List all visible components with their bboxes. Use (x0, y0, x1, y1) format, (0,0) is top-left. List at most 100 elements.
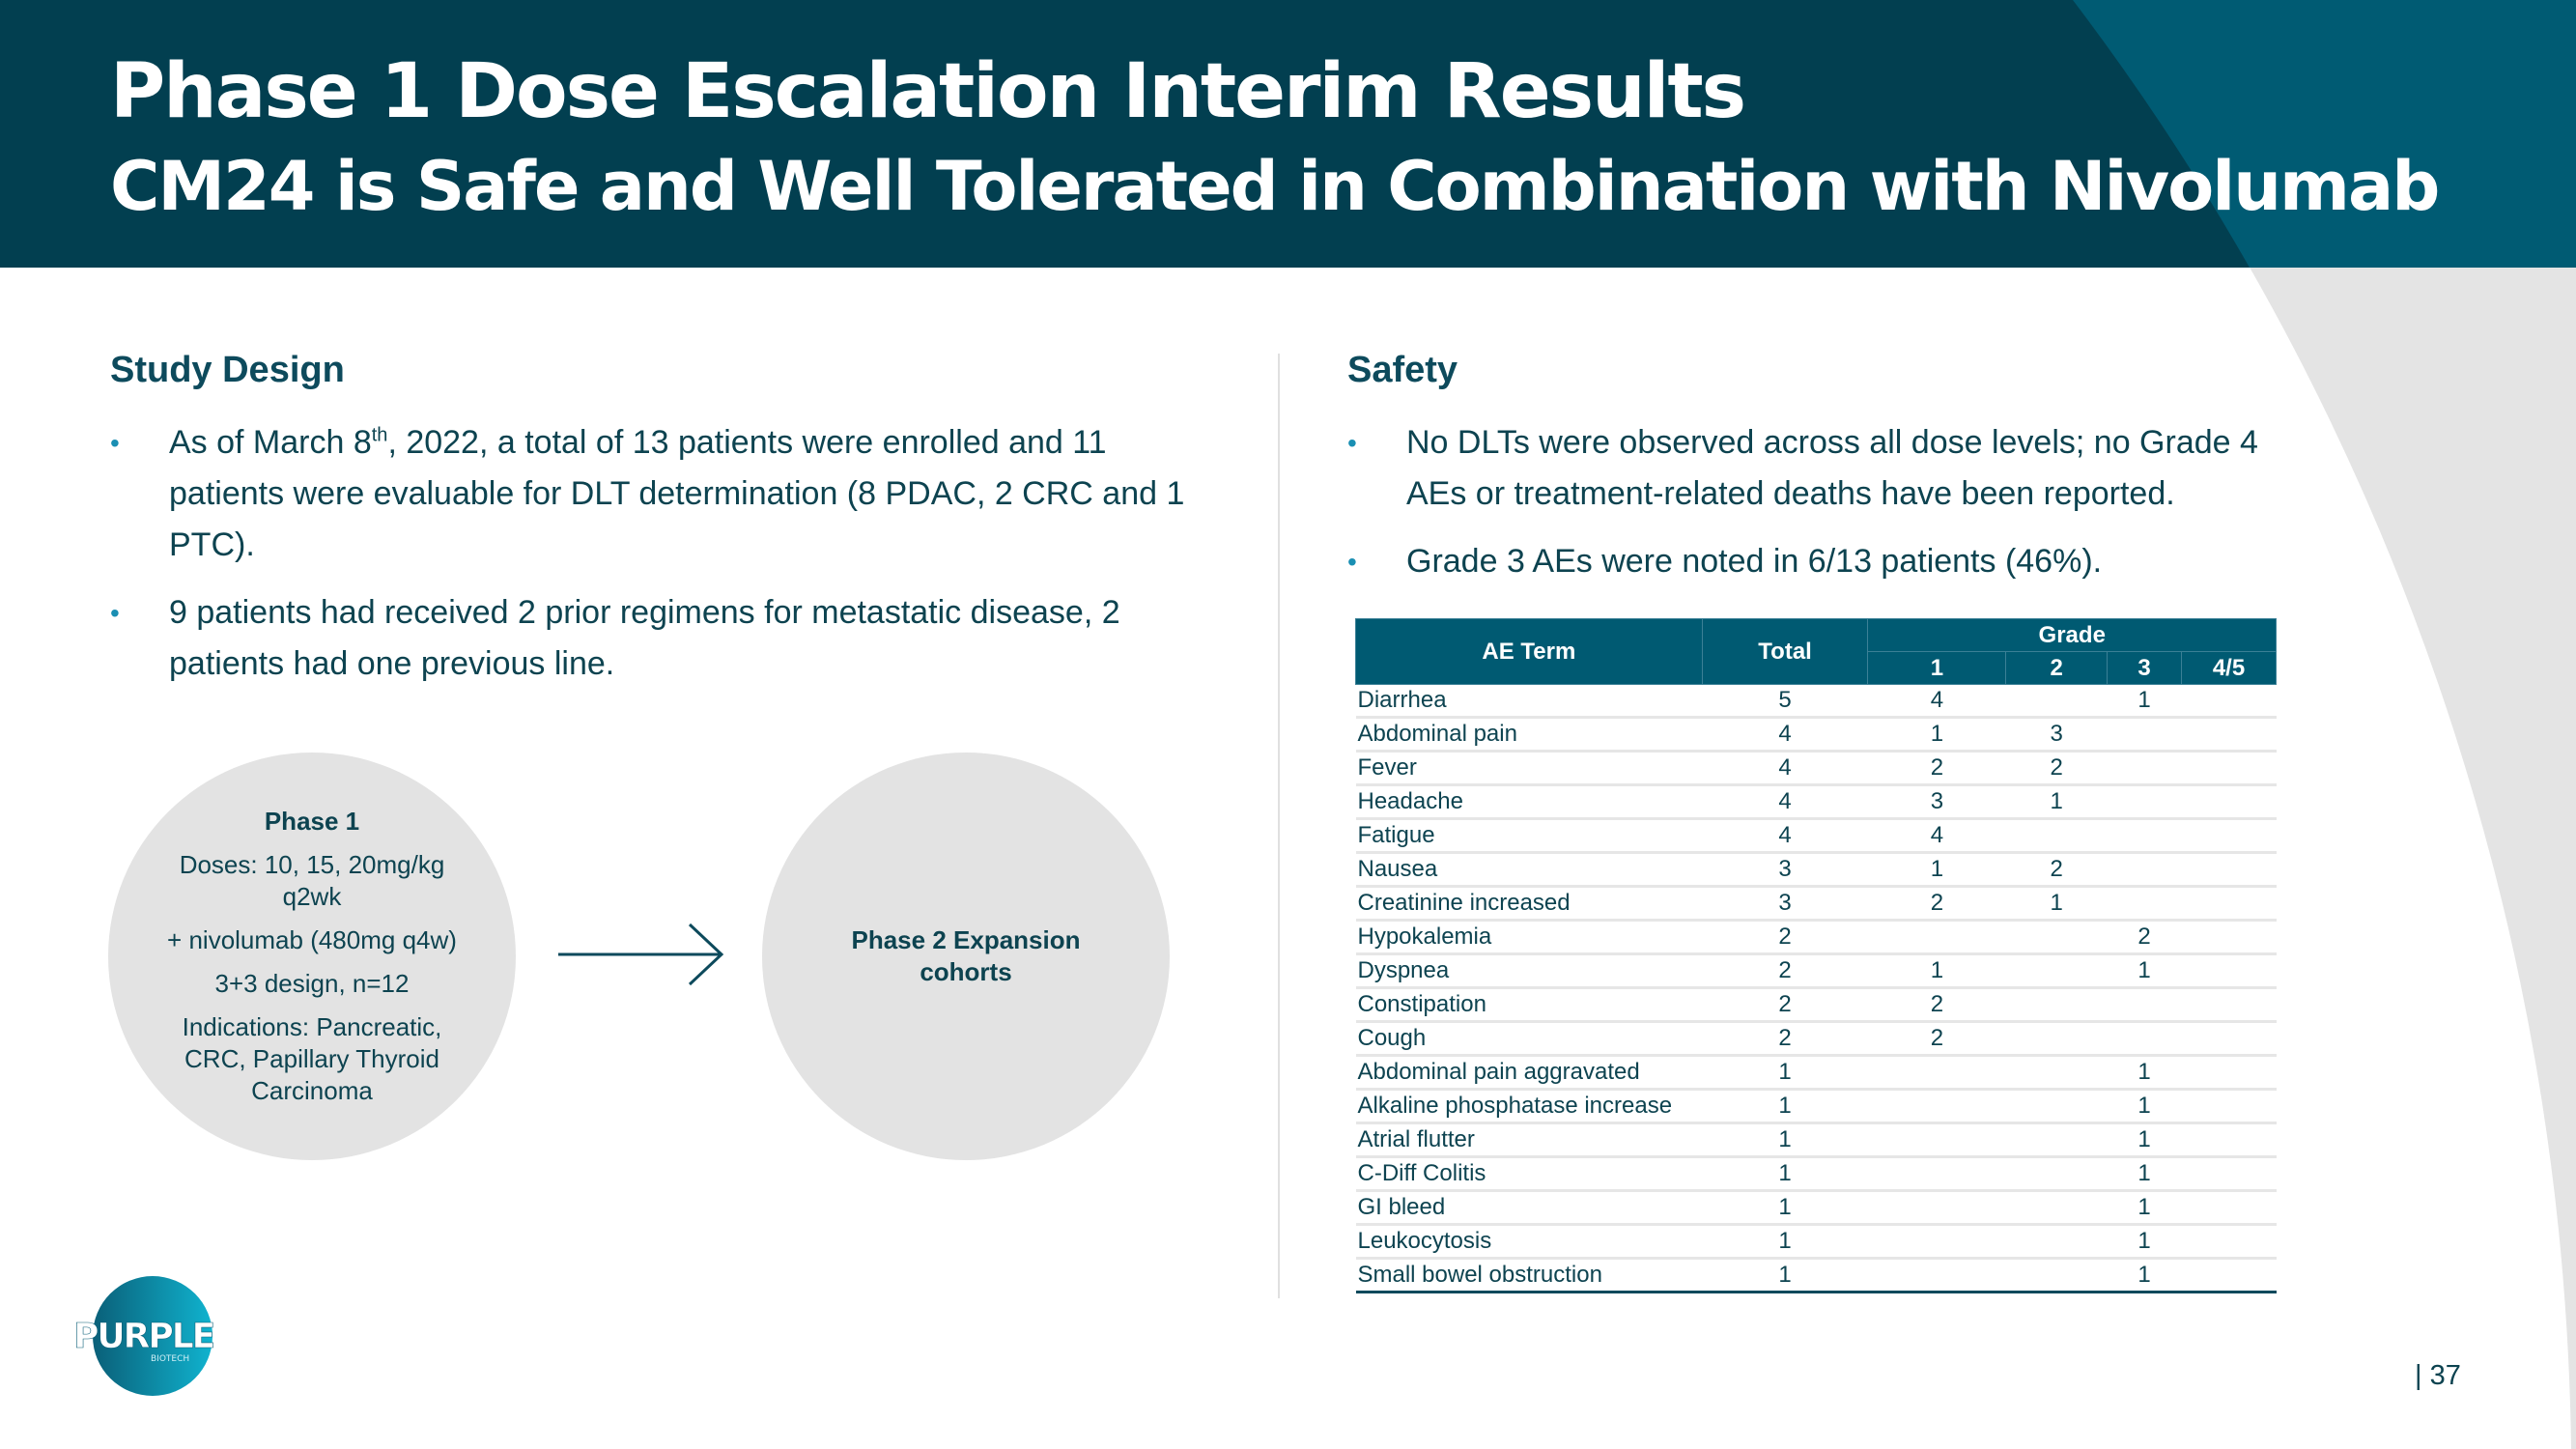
table-row: GI bleed 1 1 (1355, 1190, 2277, 1226)
cell-grade-45 (2181, 920, 2277, 955)
phase1-circle: Phase 1 Doses: 10, 15, 20mg/kg q2wk + ni… (108, 753, 516, 1160)
header-band (0, 0, 2576, 268)
page-title: Phase 1 Dose Escalation Interim Results (110, 48, 1746, 135)
cell-term: Nausea (1355, 852, 1703, 888)
cell-term: Fatigue (1355, 818, 1703, 854)
phase2-circle: Phase 2 Expansion cohorts (762, 753, 1170, 1160)
cell-grade-45 (2181, 1224, 2277, 1260)
header-grade-3: 3 (2107, 651, 2183, 685)
cell-grade-3 (2107, 784, 2182, 820)
cell-grade-3: 1 (2107, 1055, 2182, 1091)
cell-grade-45 (2181, 751, 2277, 786)
cell-term: C-Diff Colitis (1355, 1156, 1703, 1192)
cell-grade-2 (2005, 1258, 2108, 1293)
cell-total: 4 (1702, 751, 1868, 786)
safety-heading: Safety (1347, 350, 1458, 390)
cell-total: 1 (1702, 1055, 1868, 1091)
study-design-bullets: • As of March 8th, 2022, a total of 13 pa… (110, 417, 1202, 706)
cell-grade-1 (1867, 1258, 2006, 1293)
cell-grade-1 (1867, 1224, 2006, 1260)
cell-grade-2 (2005, 920, 2108, 955)
header-grade-45: 4/5 (2181, 651, 2277, 685)
cell-grade-3 (2107, 751, 2182, 786)
bullet-item: • No DLTs were observed across all dose l… (1347, 417, 2323, 520)
cell-grade-3 (2107, 852, 2182, 888)
table-row: C-Diff Colitis 1 1 (1355, 1156, 2277, 1192)
cell-total: 1 (1702, 1224, 1868, 1260)
cell-grade-3: 1 (2107, 1122, 2182, 1158)
table-row: Nausea 3 1 2 (1355, 852, 2277, 888)
header-grade-1: 1 (1867, 651, 2007, 685)
cell-grade-2 (2005, 1190, 2108, 1226)
cell-grade-1: 2 (1867, 1021, 2006, 1057)
cell-total: 2 (1702, 987, 1868, 1023)
cell-term: Leukocytosis (1355, 1224, 1703, 1260)
cell-grade-2 (2005, 1055, 2108, 1091)
cell-grade-45 (2181, 1190, 2277, 1226)
bullet-item: • 9 patients had received 2 prior regimen… (110, 587, 1202, 690)
cell-total: 4 (1702, 818, 1868, 854)
cell-grade-1 (1867, 1190, 2006, 1226)
cell-total: 4 (1702, 784, 1868, 820)
cell-term: Abdominal pain (1355, 717, 1703, 753)
table-row: Atrial flutter 1 1 (1355, 1122, 2277, 1158)
cell-term: Cough (1355, 1021, 1703, 1057)
cell-total: 3 (1702, 886, 1868, 922)
cell-grade-2: 1 (2005, 886, 2108, 922)
header-ae-term: AE Term (1355, 618, 1703, 685)
cell-grade-45 (2181, 818, 2277, 854)
cell-grade-2: 3 (2005, 717, 2108, 753)
cell-total: 4 (1702, 717, 1868, 753)
cell-grade-1: 1 (1867, 717, 2006, 753)
cell-grade-1: 1 (1867, 852, 2006, 888)
cell-term: Constipation (1355, 987, 1703, 1023)
table-row: Creatinine increased 3 2 1 (1355, 886, 2277, 922)
cell-grade-45 (2181, 1156, 2277, 1192)
bullet-item: • As of March 8th, 2022, a total of 13 pa… (110, 417, 1202, 571)
table-row: Diarrhea 5 4 1 (1355, 684, 2277, 719)
cell-grade-45 (2181, 987, 2277, 1023)
cell-total: 1 (1702, 1258, 1868, 1293)
cell-grade-2: 1 (2005, 784, 2108, 820)
cell-grade-3: 1 (2107, 1258, 2182, 1293)
table-row: Leukocytosis 1 1 (1355, 1224, 2277, 1260)
cell-grade-3: 1 (2107, 1089, 2182, 1124)
cell-grade-1: 3 (1867, 784, 2006, 820)
cell-grade-3 (2107, 1021, 2182, 1057)
cell-grade-45 (2181, 1021, 2277, 1057)
cell-term: Fever (1355, 751, 1703, 786)
cell-grade-2 (2005, 818, 2108, 854)
cell-grade-45 (2181, 1122, 2277, 1158)
cell-total: 2 (1702, 920, 1868, 955)
cell-grade-45 (2181, 886, 2277, 922)
cell-grade-3 (2107, 886, 2182, 922)
cell-grade-2 (2005, 1122, 2108, 1158)
cell-grade-3 (2107, 717, 2182, 753)
cell-grade-3: 1 (2107, 684, 2182, 719)
cell-term: Alkaline phosphatase increase (1355, 1089, 1703, 1124)
cell-term: Abdominal pain aggravated (1355, 1055, 1703, 1091)
table-row: Alkaline phosphatase increase 1 1 (1355, 1089, 2277, 1124)
cell-grade-45 (2181, 1089, 2277, 1124)
cell-grade-2 (2005, 987, 2108, 1023)
cell-grade-1 (1867, 1122, 2006, 1158)
table-row: Abdominal pain 4 1 3 (1355, 717, 2277, 753)
cell-total: 3 (1702, 852, 1868, 888)
bullet-icon: • (110, 428, 120, 458)
cell-grade-2 (2005, 1021, 2108, 1057)
cell-grade-1: 4 (1867, 818, 2006, 854)
cell-term: Small bowel obstruction (1355, 1258, 1703, 1293)
header-grade-2: 2 (2005, 651, 2109, 685)
cell-grade-1: 2 (1867, 751, 2006, 786)
page-subtitle: CM24 is Safe and Well Tolerated in Combi… (110, 147, 2440, 226)
cell-grade-1 (1867, 1055, 2006, 1091)
cell-grade-1: 2 (1867, 886, 2006, 922)
page-number: | 37 (2415, 1360, 2461, 1391)
cell-grade-1: 2 (1867, 987, 2006, 1023)
bullet-icon: • (1347, 428, 1357, 458)
cell-total: 1 (1702, 1156, 1868, 1192)
cell-grade-1 (1867, 1156, 2006, 1192)
table-row: Headache 4 3 1 (1355, 784, 2277, 820)
cell-grade-1 (1867, 1089, 2006, 1124)
header-grade: Grade (1867, 618, 2277, 652)
